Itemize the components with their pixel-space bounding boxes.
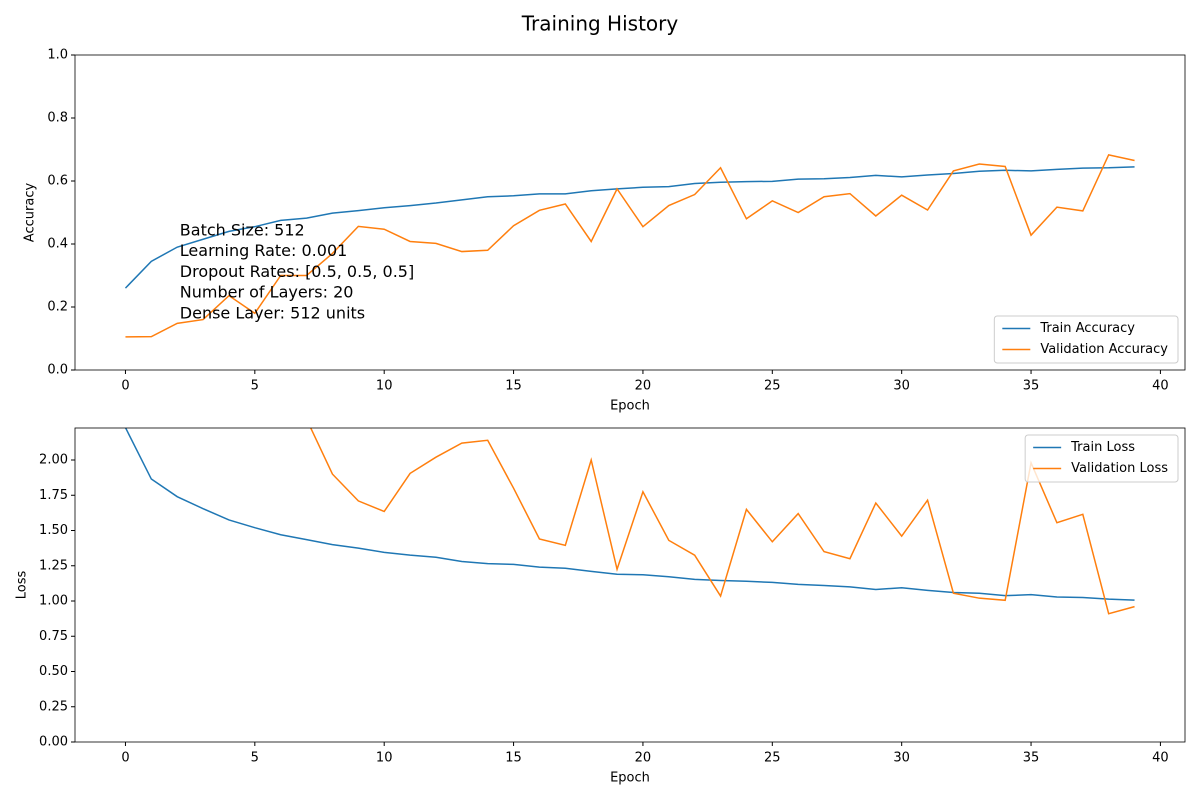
- x-tick-label: 10: [376, 751, 393, 766]
- x-tick-label: 5: [251, 379, 259, 394]
- legend-label: Validation Loss: [1071, 461, 1168, 476]
- x-tick-label: 0: [121, 379, 129, 394]
- annotation: Dropout Rates: [0.5, 0.5, 0.5]: [180, 262, 414, 281]
- annotation: Learning Rate: 0.001: [180, 241, 348, 260]
- x-tick-label: 20: [635, 751, 652, 766]
- y-tick-label: 0.75: [39, 629, 68, 644]
- annotation: Batch Size: 512: [180, 221, 305, 240]
- y-tick-label: 0.2: [47, 300, 68, 315]
- y-tick-label: 0.4: [47, 237, 68, 252]
- axes-frame: [74, 54, 1186, 371]
- x-tick-label: 0: [121, 751, 129, 766]
- legend-box: [993, 315, 1179, 364]
- y-tick-label: 2.00: [39, 453, 68, 468]
- x-tick-label: 30: [893, 379, 910, 394]
- y-tick-label: 1.75: [39, 488, 68, 503]
- line-series: [309, 428, 1135, 615]
- figure-title: Training History: [521, 12, 679, 36]
- line-series: [125, 153, 1135, 338]
- legend: Train Accuracy Validation Accuracy: [993, 315, 1179, 364]
- x-tick-label: 25: [764, 751, 781, 766]
- x-tick-label: 30: [893, 751, 910, 766]
- legend-label: Train Accuracy: [1039, 321, 1135, 336]
- y-tick-label: 0.6: [47, 174, 68, 189]
- x-tick-label: 40: [1152, 751, 1169, 766]
- line-series: [124, 428, 1135, 601]
- annotation: Number of Layers: 20: [180, 283, 354, 302]
- x-tick-label: 40: [1152, 379, 1169, 394]
- y-tick-label: 0.00: [39, 735, 68, 750]
- x-tick-label: 20: [635, 379, 652, 394]
- legend-box: [1024, 434, 1179, 483]
- x-tick-label: 35: [1023, 379, 1040, 394]
- y-tick-label: 1.00: [39, 594, 68, 609]
- y-axis-label: Accuracy: [23, 183, 38, 243]
- x-tick-label: 5: [251, 751, 259, 766]
- x-tick-label: 10: [376, 379, 393, 394]
- y-tick-label: 1.50: [39, 523, 68, 538]
- axes-frame: [74, 427, 1186, 743]
- line-series: [124, 166, 1135, 289]
- legend-label: Train Loss: [1070, 440, 1135, 455]
- x-axis-label: Epoch: [610, 399, 650, 414]
- y-tick-label: 1.25: [39, 558, 68, 573]
- annotation: Dense Layer: 512 units: [180, 303, 365, 322]
- x-axis-label: Epoch: [610, 771, 650, 786]
- legend-label: Validation Accuracy: [1040, 342, 1168, 357]
- x-tick-label: 35: [1023, 751, 1040, 766]
- x-tick-label: 25: [764, 379, 781, 394]
- y-tick-label: 1.0: [47, 48, 68, 63]
- y-tick-label: 0.0: [47, 363, 68, 378]
- y-tick-label: 0.25: [39, 699, 68, 714]
- x-tick-label: 15: [505, 379, 522, 394]
- legend: Train Loss Validation Loss: [1024, 434, 1179, 483]
- y-axis-label: Loss: [15, 571, 30, 600]
- x-tick-label: 15: [505, 751, 522, 766]
- y-tick-label: 0.8: [47, 111, 68, 126]
- y-tick-label: 0.50: [39, 664, 68, 679]
